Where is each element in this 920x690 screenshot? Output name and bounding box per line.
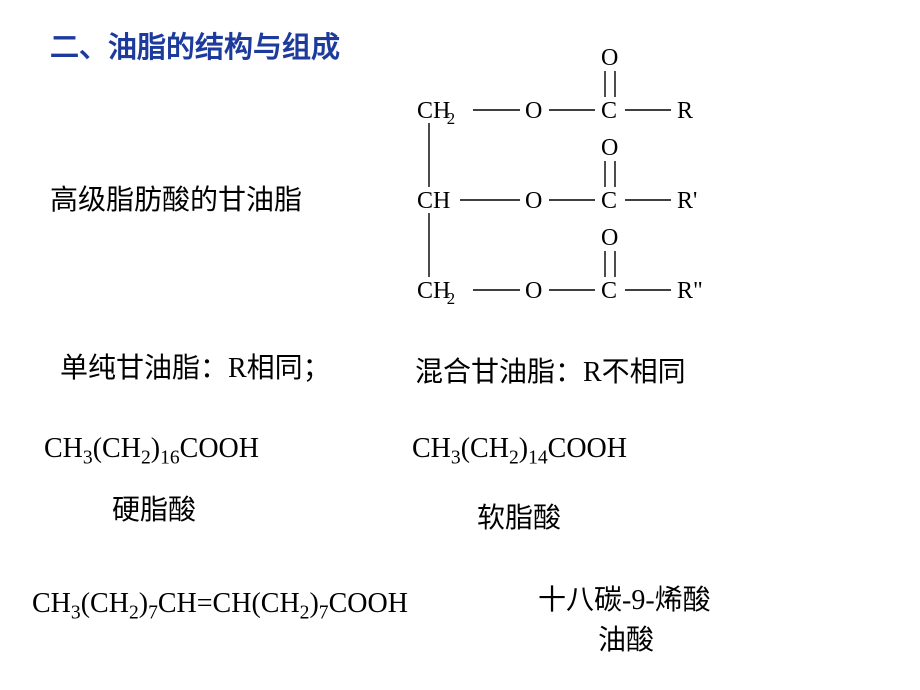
oleic-acid-name-2: 油酸 bbox=[598, 618, 654, 658]
svg-text:C: C bbox=[601, 98, 617, 124]
oleic-acid-formula: CH3(CH2)7CH=CH(CH2)7COOH bbox=[32, 588, 408, 625]
svg-text:O: O bbox=[525, 98, 542, 124]
stearic-acid-formula: CH3(CH2)16COOH bbox=[44, 433, 259, 470]
svg-text:CH: CH bbox=[417, 188, 450, 214]
svg-text:R': R' bbox=[677, 188, 697, 214]
mixed-glyceride-label: 混合甘油脂：R不相同 bbox=[415, 350, 686, 390]
palmitic-acid-formula: CH3(CH2)14COOH bbox=[412, 433, 627, 470]
svg-text:O: O bbox=[601, 135, 618, 161]
svg-text:CH: CH bbox=[417, 98, 450, 124]
svg-text:O: O bbox=[601, 45, 618, 71]
palmitic-acid-name: 软脂酸 bbox=[477, 496, 561, 536]
stearic-acid-name: 硬脂酸 bbox=[112, 488, 196, 528]
oleic-acid-name-1: 十八碳-9-烯酸 bbox=[538, 578, 711, 618]
svg-text:R: R bbox=[677, 98, 693, 124]
structure-svg: CH2OCORCHOCOR'CH2OCOR" bbox=[405, 15, 765, 315]
svg-text:2: 2 bbox=[447, 289, 455, 308]
svg-text:CH: CH bbox=[417, 278, 450, 304]
svg-text:O: O bbox=[525, 278, 542, 304]
svg-text:O: O bbox=[525, 188, 542, 214]
subtitle-text: 高级脂肪酸的甘油脂 bbox=[50, 178, 302, 218]
svg-text:C: C bbox=[601, 278, 617, 304]
svg-text:O: O bbox=[601, 225, 618, 251]
simple-glyceride-label: 单纯甘油脂：R相同； bbox=[60, 346, 331, 386]
svg-text:R": R" bbox=[677, 278, 703, 304]
triglyceride-structure: CH2OCORCHOCOR'CH2OCOR" bbox=[405, 15, 765, 305]
section-title: 二、油脂的结构与组成 bbox=[50, 24, 340, 66]
svg-text:2: 2 bbox=[447, 109, 455, 128]
svg-text:C: C bbox=[601, 188, 617, 214]
